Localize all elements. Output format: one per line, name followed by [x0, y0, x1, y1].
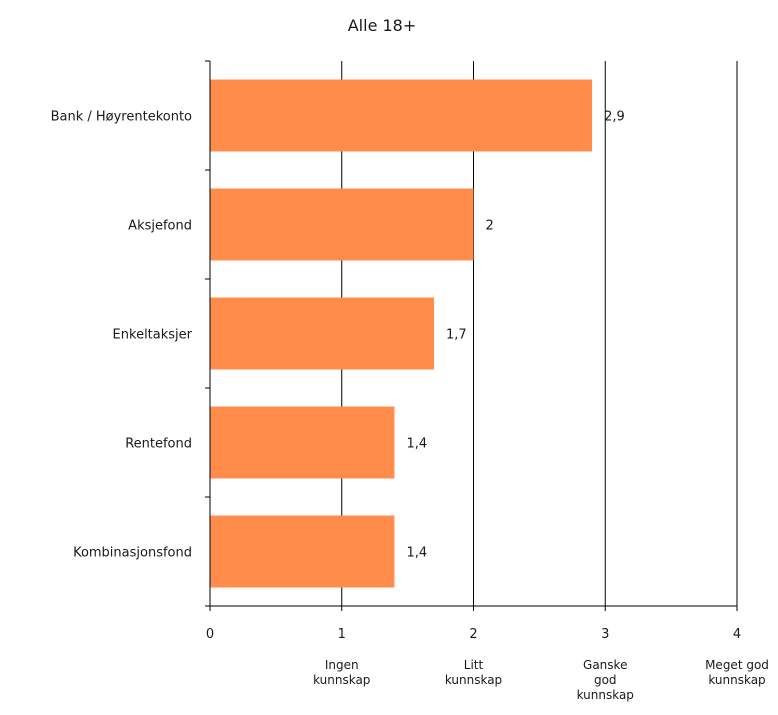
labels: Bank / Høyrentekonto Aksjefond Enkeltaksje… [51, 110, 769, 703]
x-tick-label: 0 [206, 627, 214, 642]
category-label: Rentefond [125, 437, 192, 452]
x-tick-sublabel: kunnskap [445, 673, 502, 687]
x-tick-label: 3 [601, 627, 609, 642]
bar-0 [210, 79, 593, 152]
category-label: Aksjefond [128, 219, 192, 234]
bars [210, 79, 593, 588]
bar-4 [210, 515, 395, 588]
data-label: 1,4 [406, 437, 427, 452]
x-tick-sublabel: Ganske [583, 658, 627, 672]
x-tick-sublabel: kunnskap [708, 673, 765, 687]
category-label: Bank / Høyrentekonto [51, 110, 192, 125]
data-label: 2,9 [604, 110, 625, 125]
x-tick-sublabel: Ingen [325, 658, 359, 672]
bar-1 [210, 188, 474, 261]
x-tick-sublabel: god [594, 673, 617, 687]
x-tick-sublabel: Meget god [705, 658, 769, 672]
x-tick-label: 1 [338, 627, 346, 642]
x-tick-sublabel: kunnskap [577, 688, 634, 702]
x-tick-label: 4 [733, 627, 741, 642]
data-label: 1,4 [406, 546, 427, 561]
x-tick-sublabel: Litt [464, 658, 484, 672]
data-label: 1,7 [446, 328, 467, 343]
x-tick-sublabel: kunnskap [313, 673, 370, 687]
bar-3 [210, 406, 395, 479]
x-tick-label: 2 [469, 627, 477, 642]
axes [205, 60, 738, 611]
data-label: 2 [486, 219, 494, 234]
category-label: Enkeltaksjer [113, 328, 193, 343]
chart-title: Alle 18+ [348, 16, 417, 35]
bar-2 [210, 297, 434, 370]
category-label: Kombinasjonsfond [73, 546, 192, 561]
